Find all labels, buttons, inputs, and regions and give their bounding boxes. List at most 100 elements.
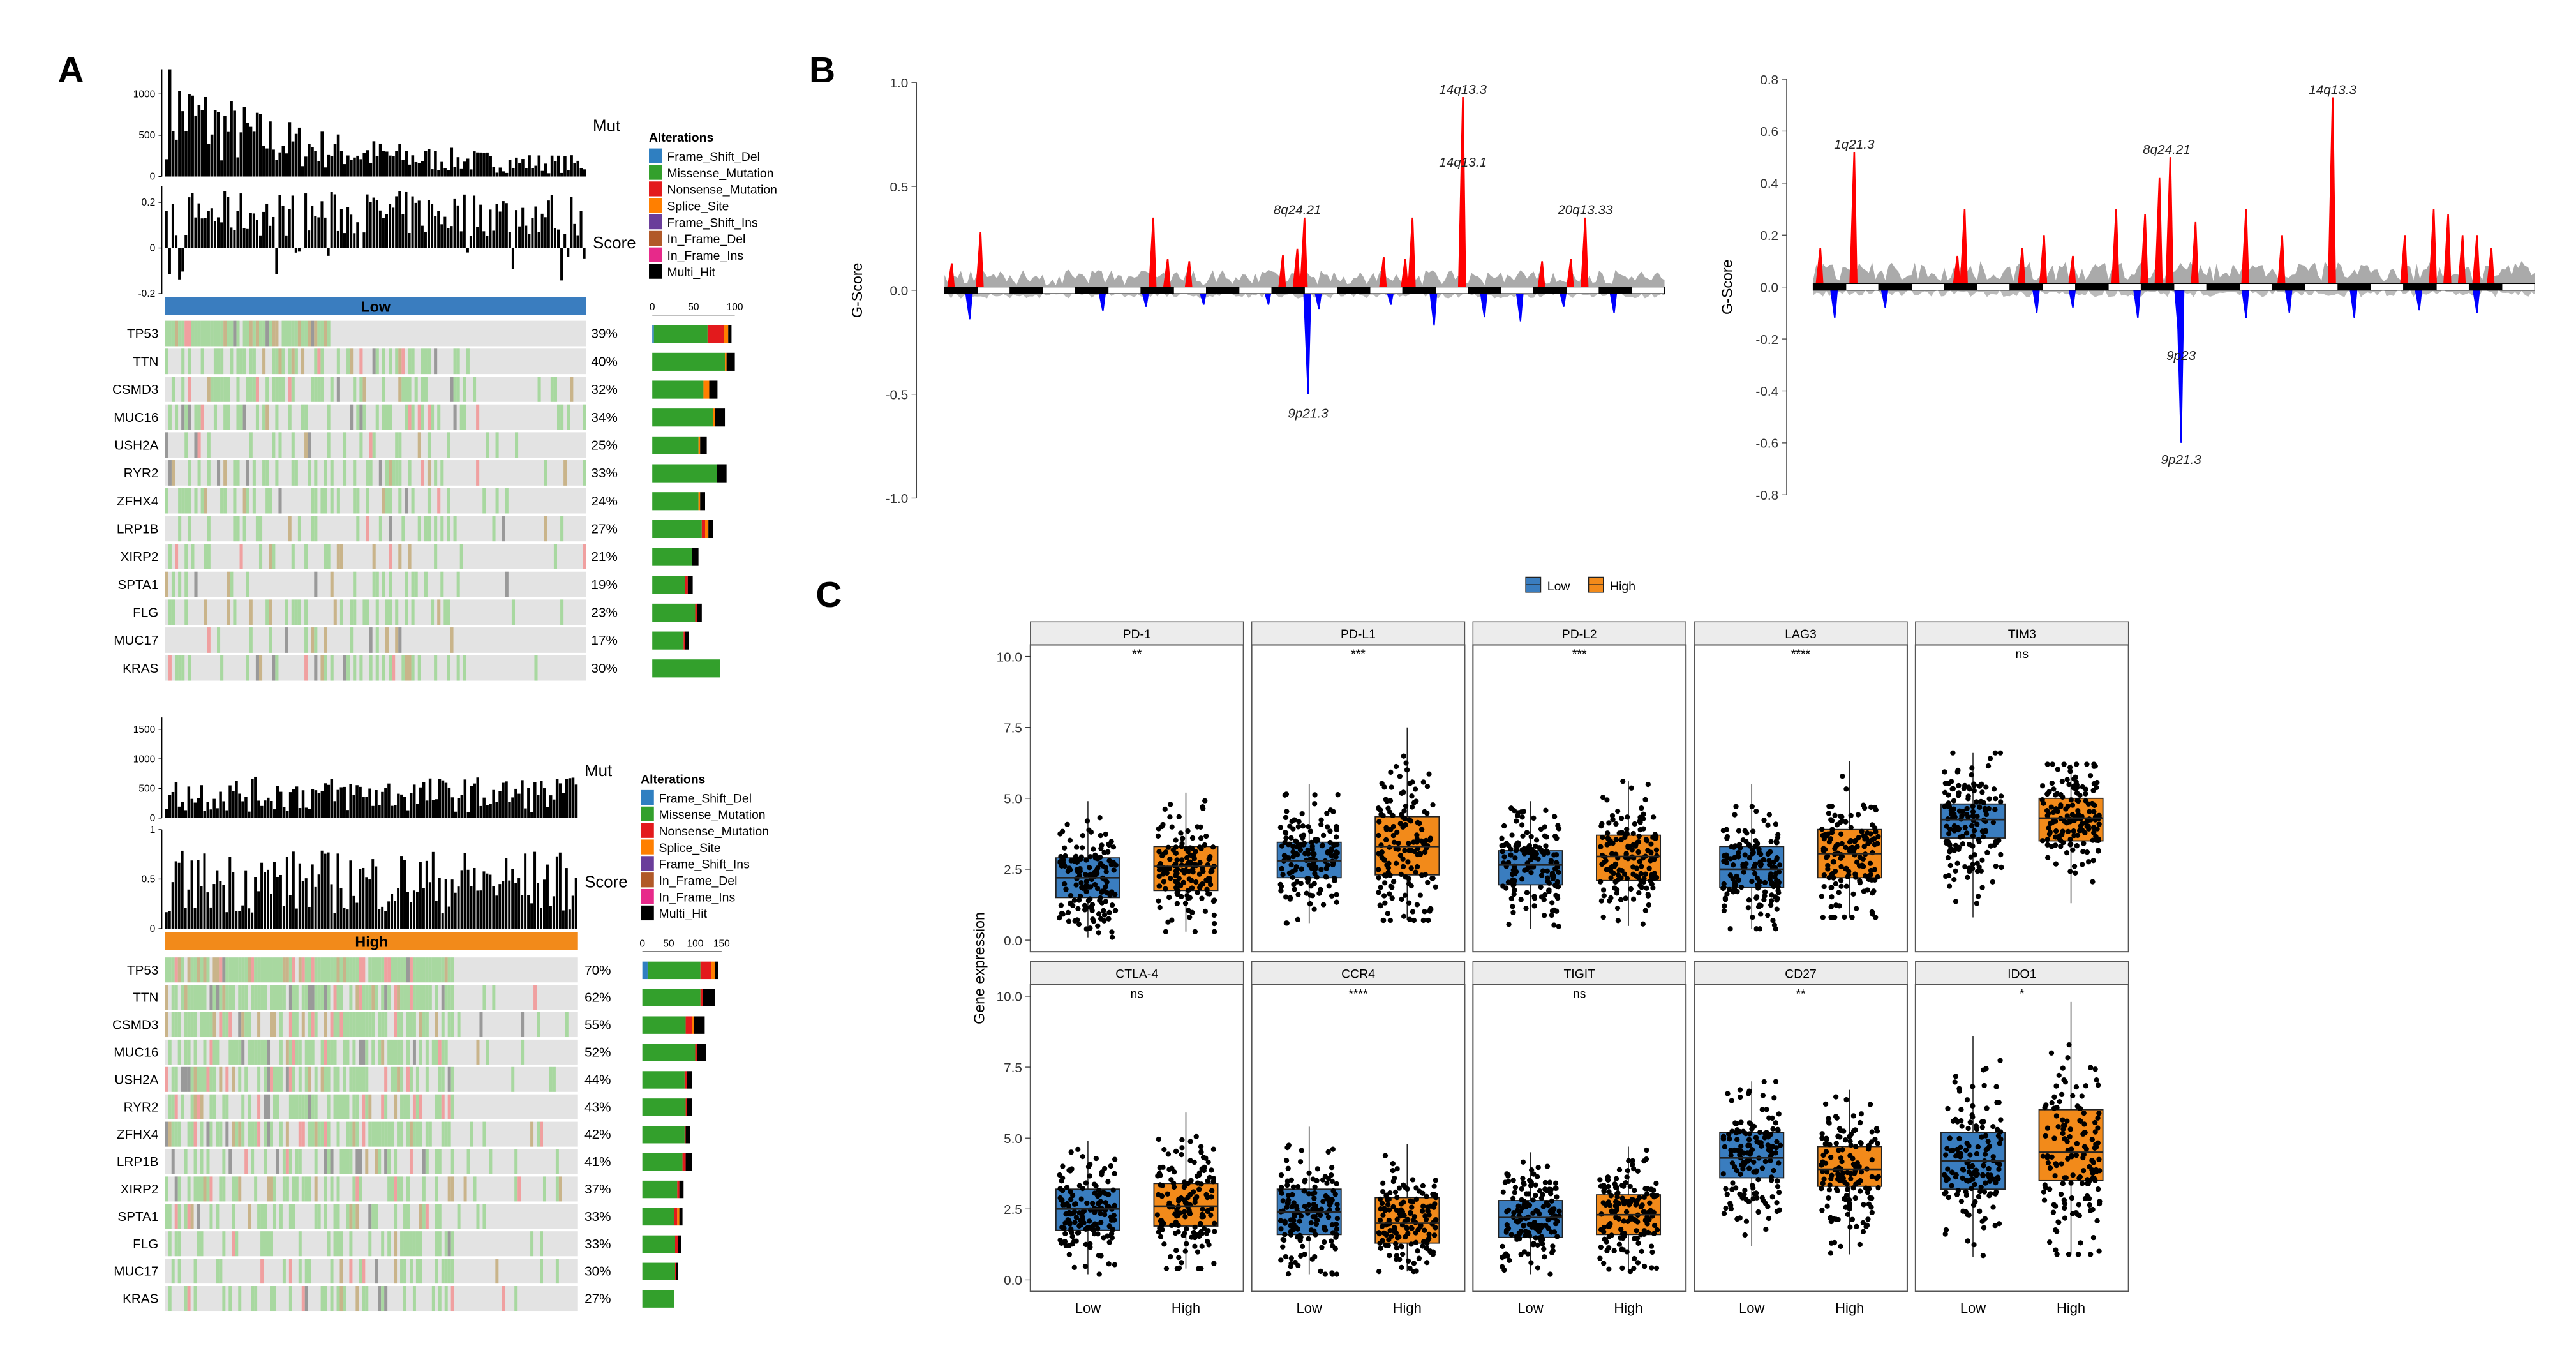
deletion-peak [1479,290,1488,318]
mut-bar [431,800,435,818]
mutation-cell [359,432,363,458]
data-point [1608,875,1614,881]
data-point [1720,1171,1726,1177]
mutation-cell [197,432,201,458]
mutation-cell [171,985,175,1010]
mutation-cell [560,516,564,542]
mutation-cell [447,599,450,625]
mutation-cell [187,1039,191,1065]
mutation-cell [171,1094,175,1119]
data-point [1380,917,1386,924]
data-point [1755,1176,1761,1183]
data-point [1835,1176,1841,1182]
mutation-cell [401,377,405,402]
mutation-cell [441,985,445,1010]
data-point [1601,1224,1607,1231]
data-point [1192,1224,1198,1230]
data-point [1639,885,1644,890]
mutation-cell [333,957,337,983]
data-point [1300,823,1306,829]
data-point [1641,1231,1647,1238]
legend-label: In_Frame_Ins [659,890,736,904]
mutation-cell [441,1121,445,1147]
mutation-cell [281,377,285,402]
data-point [1163,886,1168,892]
mutation-cell [197,460,201,486]
data-point [1833,1186,1840,1192]
data-point [1538,872,1545,878]
data-point [1632,1188,1637,1193]
y-tick-label: 1.0 [890,76,909,91]
data-point [1514,1218,1519,1224]
score-bar [492,886,495,929]
data-point [1823,1149,1829,1155]
y-tick-label: 7.5 [1004,721,1022,735]
data-point [2044,807,2050,814]
mutation-cell [346,1204,350,1229]
side-bar-splice_site [698,436,701,454]
data-point [1545,1225,1551,1231]
score-bar [255,220,258,248]
mutation-cell [230,571,234,597]
data-point [1109,929,1115,935]
data-point [1173,885,1179,890]
data-point [2075,808,2081,814]
data-point [1614,1190,1620,1197]
data-point [1872,804,1878,811]
mutation-cell [298,1231,302,1257]
score-bar [194,217,197,248]
data-point [1087,865,1092,871]
mut-bar [349,784,352,818]
mutation-cell [270,957,273,983]
amplification-peak [1400,258,1409,290]
gene-row-ttn: TTN 40% [133,348,735,375]
facet-pd-l2: PD-L2*** [1472,621,1687,953]
score-bar [181,248,184,272]
mutation-cell [246,655,249,681]
gene-name: RYR2 [124,466,159,481]
data-point [1612,885,1618,891]
mutation-cell [447,1012,451,1038]
deletion-peak [964,290,973,320]
data-point [1516,1236,1523,1242]
data-point [1381,1230,1387,1236]
data-point [1608,1193,1614,1199]
mutation-cell [210,377,214,402]
score-bar [174,861,177,929]
mutation-cell [365,1039,369,1065]
data-point [1379,1201,1385,1206]
mutation-cell [308,432,311,458]
mut-bar [398,144,401,177]
mut-bar [209,809,212,818]
score-bar [275,248,278,274]
mutation-cell [438,1039,442,1065]
mutation-cell [343,1286,346,1312]
data-point [1385,911,1390,916]
data-point [1311,906,1317,912]
chromosome-band [2140,283,2175,291]
mutation-cell [343,460,347,486]
gene-name: XIRP2 [121,1182,159,1197]
data-point [1611,864,1618,869]
data-point [1059,910,1065,916]
data-point [1552,814,1558,819]
mut-bar [181,801,184,818]
data-point [1187,915,1193,920]
data-point [1077,868,1083,874]
score-bar [441,913,444,929]
mutation-cell [412,1231,416,1257]
mutation-cell [355,1204,359,1229]
data-point [1288,1217,1294,1223]
mutation-cell [553,544,557,569]
data-point [1327,828,1333,834]
data-point [1205,891,1211,897]
y-tick-label: -0.4 [1755,384,1778,399]
data-point [1198,846,1204,852]
mutation-cell [252,377,256,402]
mutation-cell [304,957,308,983]
data-point [1181,1231,1187,1236]
data-point [1964,805,1970,812]
mutation-cell [294,599,298,625]
mutation-cell [260,1204,264,1229]
score-bar [216,870,219,929]
